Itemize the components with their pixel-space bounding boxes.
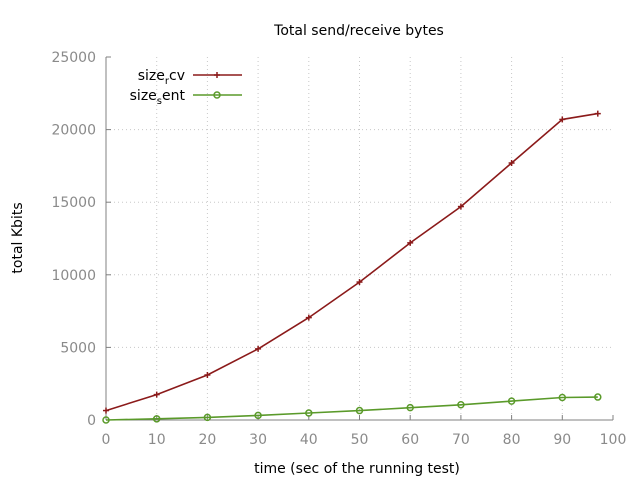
data-point-size_rcv [457, 203, 464, 210]
data-point-size_sent [558, 393, 567, 402]
data-point-size_sent [406, 403, 414, 412]
data-point-size_rcv [255, 345, 262, 352]
data-point-size_rcv [508, 159, 515, 166]
y-axis-label: total Kbits [10, 202, 26, 273]
x-tick-label: 30 [249, 432, 267, 448]
y-tick-label: 0 [87, 413, 96, 429]
legend-label-size_rcv: sizercv [138, 68, 185, 87]
series-group [102, 110, 602, 424]
series-line-size_rcv [105, 112, 598, 412]
data-point-size_sent [594, 393, 602, 401]
data-point-size_rcv [356, 279, 363, 286]
x-tick-label: 20 [198, 432, 216, 448]
x-tick-label: 70 [452, 432, 470, 448]
data-point-size_sent [152, 415, 161, 423]
x-tick-label: 0 [102, 432, 111, 448]
legend-marker-size_rcv [214, 72, 220, 78]
data-point-size_sent [507, 397, 516, 405]
data-point-size_rcv [407, 239, 414, 246]
data-point-size_sent [457, 401, 465, 409]
data-point-size_sent [102, 416, 110, 424]
data-point-size_rcv [305, 314, 312, 321]
legend-label-size_sent: sizesent [130, 88, 186, 107]
data-point-size_sent [254, 411, 262, 420]
x-tick-label: 40 [300, 432, 318, 448]
x-tick-label: 100 [600, 432, 627, 448]
x-tick-label: 10 [148, 432, 166, 448]
data-point-size_sent [305, 409, 313, 417]
data-point-size_rcv [594, 110, 601, 117]
y-tick-label: 10000 [51, 268, 96, 284]
y-tick-label: 25000 [51, 50, 96, 66]
x-tick-label: 90 [553, 432, 571, 448]
y-tick-label: 15000 [51, 195, 96, 211]
x-tick-label: 80 [503, 432, 521, 448]
grid [106, 57, 613, 420]
y-tick-label: 5000 [60, 340, 96, 356]
x-axis-label: time (sec of the running test) [254, 461, 460, 477]
data-point-size_rcv [103, 407, 109, 414]
x-tick-label: 50 [351, 432, 369, 448]
data-point-size_sent [355, 406, 364, 415]
y-tick-label: 20000 [51, 123, 96, 139]
series-line-size_sent [105, 396, 598, 421]
ticks: 0 10 20 30 40 50 60 70 80 90 100 0 5000 10000 15000 200… [51, 50, 626, 448]
data-point-size_sent [203, 413, 212, 422]
chart-title: Total send/receive bytes [273, 23, 444, 39]
data-point-size_rcv [559, 116, 566, 123]
data-point-size_rcv [204, 371, 211, 378]
x-tick-label: 60 [401, 432, 419, 448]
legend-marker-size_sent [213, 91, 221, 99]
data-point-size_rcv [153, 391, 160, 398]
